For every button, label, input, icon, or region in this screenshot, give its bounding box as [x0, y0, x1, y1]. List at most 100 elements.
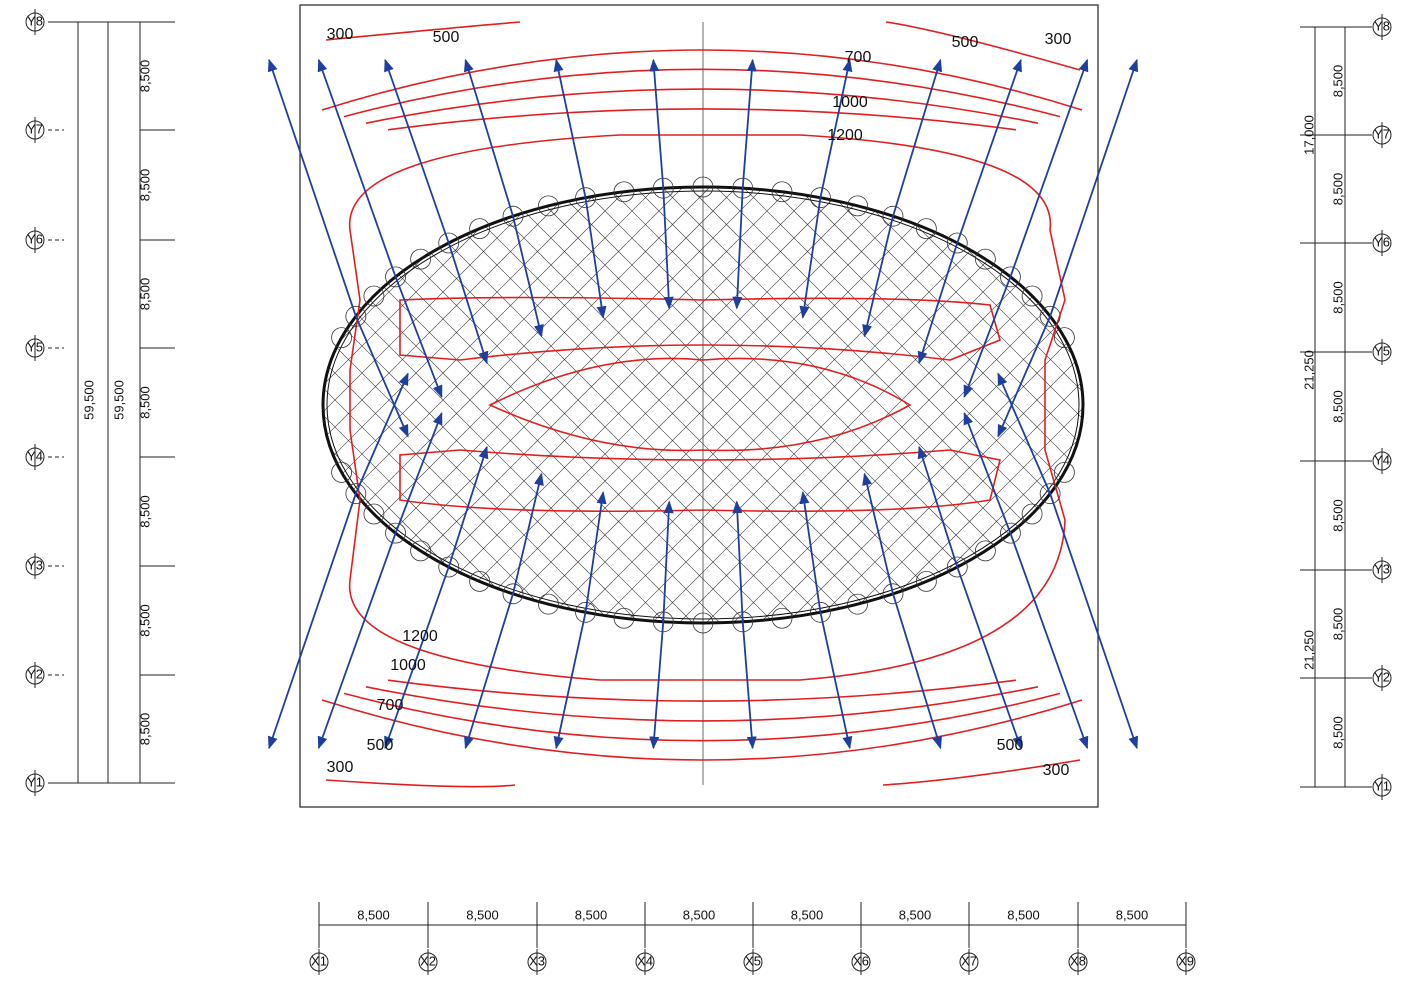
grid-label: Y5	[27, 339, 43, 354]
load-arrow	[997, 372, 1051, 495]
contour	[399, 296, 1001, 361]
hatch-line	[323, 187, 1083, 623]
hatch-line	[323, 187, 1060, 623]
load-arrow	[355, 372, 409, 495]
hatch-line	[906, 187, 1083, 623]
contour	[882, 759, 1081, 786]
grid-label: Y8	[1374, 18, 1390, 33]
grid-label: Y6	[27, 231, 43, 246]
edge-node	[613, 607, 635, 629]
dimension: 8,500	[683, 907, 716, 922]
edge-node	[1000, 522, 1021, 544]
dimension: 8,500	[466, 907, 499, 922]
grid-label: Y1	[1374, 778, 1390, 793]
hatch-line	[1096, 0, 1401, 800]
load-arrow	[819, 612, 853, 750]
edge-node	[771, 607, 793, 629]
edge-node	[410, 248, 432, 270]
load-arrow	[799, 491, 822, 613]
hatch-line	[1041, 187, 1083, 623]
grid-label: X1	[311, 953, 327, 968]
hatch-line	[323, 187, 898, 623]
contour-label: 300	[1045, 31, 1072, 48]
hatch-line	[323, 187, 871, 623]
edge-node	[438, 232, 460, 254]
contour-label: 300	[327, 26, 354, 43]
dimension: 8,500	[1330, 608, 1345, 641]
contour	[343, 692, 1061, 742]
grid-label: Y3	[27, 557, 43, 572]
hatch-line	[323, 187, 385, 623]
hatch-line	[1096, 0, 1401, 800]
hatch-line	[528, 187, 1083, 623]
load-arrow	[741, 58, 757, 189]
load-arrow	[662, 188, 674, 310]
edge-node	[385, 522, 406, 544]
contour-label: 700	[377, 697, 404, 714]
edge-node	[1039, 305, 1061, 327]
edge-node	[946, 556, 968, 578]
edge-node	[915, 218, 937, 240]
grid-label: X5	[745, 953, 761, 968]
edge-node	[810, 601, 831, 623]
contour	[321, 699, 1083, 761]
load-arrow	[464, 593, 514, 750]
load-arrow	[512, 215, 544, 338]
contour-label: 1000	[390, 657, 426, 674]
edge-node	[974, 540, 996, 562]
hatch-line	[323, 187, 844, 623]
hatch-line	[717, 187, 1083, 623]
hatch-line	[1068, 187, 1083, 623]
hatch-line	[323, 187, 790, 623]
load-arrow	[862, 472, 894, 595]
grid-label: Y7	[1374, 126, 1390, 141]
grid-label: Y4	[27, 448, 43, 463]
load-arrow	[1049, 58, 1139, 317]
contours	[321, 21, 1083, 788]
hatch-line	[879, 187, 1083, 623]
hatch-line	[323, 187, 331, 623]
contour	[387, 679, 1017, 702]
hatch-line	[366, 187, 1083, 623]
edge-node	[1021, 285, 1043, 307]
edge-node	[882, 583, 904, 605]
load-arrow	[819, 58, 853, 198]
edge-node	[847, 593, 868, 615]
grid-label: X8	[1070, 953, 1086, 968]
grid-label: X7	[961, 953, 977, 968]
load-arrow	[394, 276, 443, 399]
grid-label: Y3	[1374, 561, 1390, 576]
dimension: 8,500	[899, 907, 932, 922]
load-arrow	[447, 445, 489, 568]
edge-node	[575, 601, 596, 623]
load-arrow	[463, 58, 514, 217]
contour	[399, 449, 1001, 513]
dimension: 8,500	[1116, 907, 1149, 922]
dimension: 8,500	[137, 495, 152, 528]
hatch-line	[323, 187, 466, 623]
hatch-line	[636, 187, 1083, 623]
load-arrow	[1009, 58, 1089, 278]
contour-label: 500	[367, 737, 394, 754]
hatch-line	[582, 187, 1083, 623]
edge-node	[363, 503, 385, 525]
load-arrow	[512, 472, 544, 595]
hatch-line	[339, 187, 1083, 623]
total-dimension: 59,500	[111, 380, 126, 420]
contour	[885, 21, 1081, 71]
load-arrow	[1009, 532, 1089, 750]
load-arrow	[963, 276, 1012, 399]
edge-node	[1054, 461, 1075, 483]
total-dimension: 17,000	[1301, 115, 1316, 155]
edge-node	[613, 181, 635, 203]
dimension: 8,500	[1330, 716, 1345, 749]
edge-node	[1054, 327, 1075, 349]
contour-label: 500	[433, 29, 460, 46]
edge-node	[915, 570, 937, 592]
hatch-line	[663, 187, 1083, 623]
hatch-line	[323, 187, 466, 623]
contour	[365, 686, 1039, 722]
grid-label: Y8	[27, 13, 43, 28]
contour-label: 1200	[402, 628, 438, 645]
dimension: 8,500	[137, 278, 152, 311]
